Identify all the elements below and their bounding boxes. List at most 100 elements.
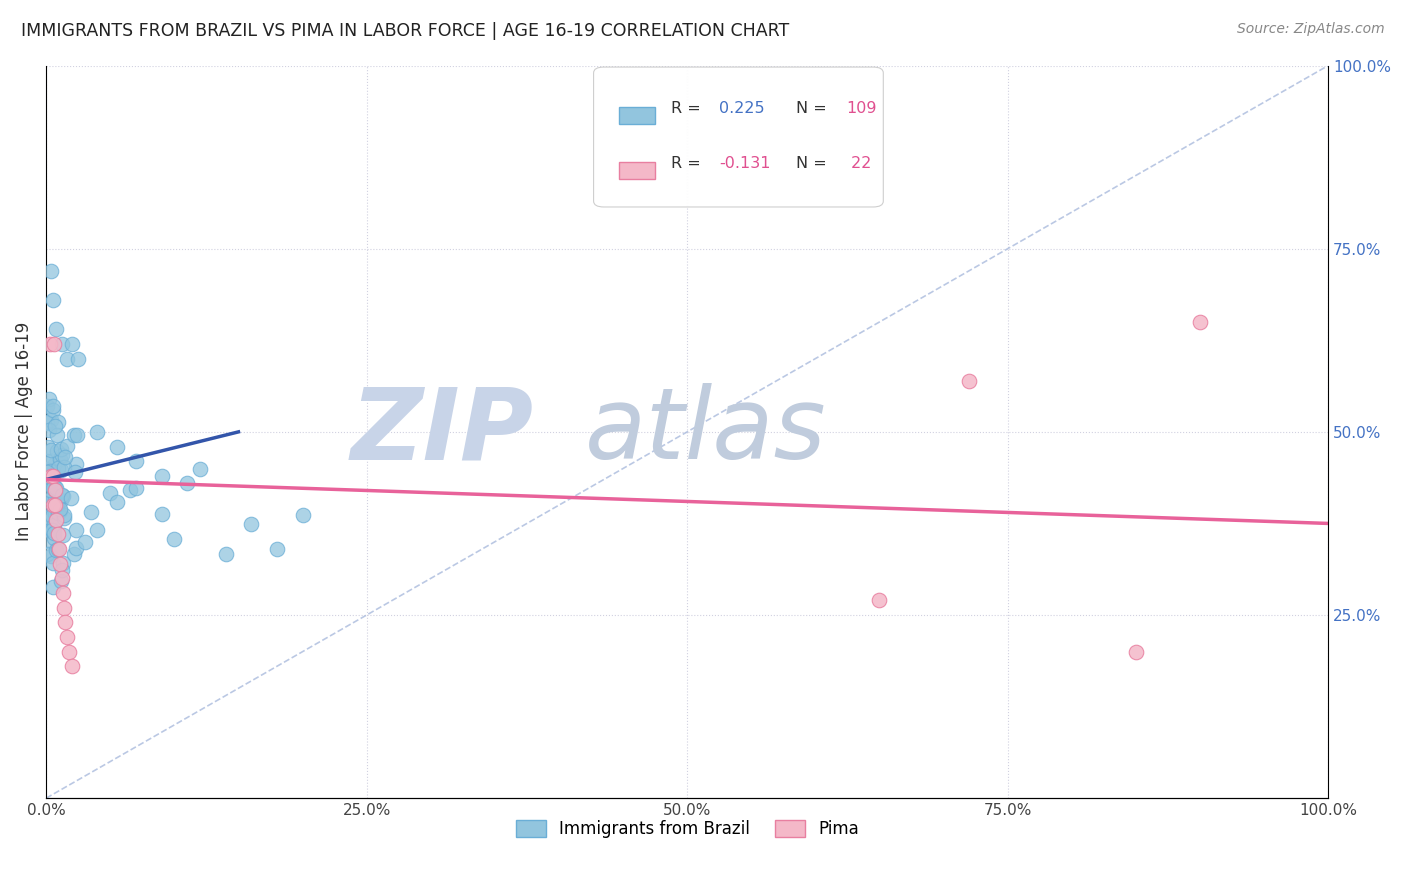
Point xyxy=(41,263,63,277)
Point xyxy=(73,534,96,549)
Point xyxy=(41,453,63,467)
Point xyxy=(46,461,69,475)
Point xyxy=(44,481,66,495)
Text: -0.131: -0.131 xyxy=(720,155,770,170)
Point xyxy=(48,503,70,517)
Point xyxy=(42,517,65,532)
Point xyxy=(60,491,83,505)
Point xyxy=(63,465,86,479)
Point xyxy=(53,450,76,464)
Point xyxy=(45,481,67,495)
Point xyxy=(55,630,77,644)
Point xyxy=(48,451,70,466)
Point xyxy=(65,457,87,471)
Point xyxy=(46,527,69,541)
FancyBboxPatch shape xyxy=(593,67,883,207)
Text: R =: R = xyxy=(671,101,706,116)
Legend: Immigrants from Brazil, Pima: Immigrants from Brazil, Pima xyxy=(509,814,866,845)
Point xyxy=(44,491,66,506)
Point xyxy=(52,489,75,503)
Point xyxy=(44,531,66,545)
Point xyxy=(45,322,67,336)
Point xyxy=(37,399,59,413)
Point xyxy=(51,574,73,589)
Text: 0.225: 0.225 xyxy=(720,101,765,116)
Point xyxy=(42,337,65,351)
Text: N =: N = xyxy=(796,155,832,170)
Point xyxy=(44,418,66,433)
Point xyxy=(62,428,84,442)
Point xyxy=(38,392,60,406)
Bar xyxy=(619,107,655,124)
Text: Source: ZipAtlas.com: Source: ZipAtlas.com xyxy=(1237,22,1385,37)
Point xyxy=(39,483,62,497)
Point xyxy=(49,557,72,571)
Point xyxy=(37,416,59,430)
Point xyxy=(150,468,173,483)
Text: IMMIGRANTS FROM BRAZIL VS PIMA IN LABOR FORCE | AGE 16-19 CORRELATION CHART: IMMIGRANTS FROM BRAZIL VS PIMA IN LABOR … xyxy=(21,22,789,40)
Point xyxy=(37,440,59,454)
Point xyxy=(51,463,73,477)
Point xyxy=(37,510,59,524)
Point xyxy=(215,547,238,561)
Point xyxy=(55,615,77,630)
Point xyxy=(45,497,67,511)
Bar xyxy=(619,161,655,179)
Point xyxy=(66,428,89,442)
Point xyxy=(41,468,63,483)
Point xyxy=(105,440,128,454)
Point xyxy=(67,351,90,366)
Point xyxy=(41,520,63,534)
Point xyxy=(53,508,76,522)
Point xyxy=(58,645,80,659)
Point xyxy=(49,492,72,507)
Point xyxy=(125,454,148,468)
Point xyxy=(44,498,66,512)
Point xyxy=(45,444,67,458)
Point xyxy=(86,523,108,537)
Point xyxy=(65,523,87,537)
Point xyxy=(176,476,198,491)
Point xyxy=(44,483,66,498)
Point xyxy=(37,465,59,479)
Point xyxy=(42,491,65,506)
Point xyxy=(37,454,59,468)
Y-axis label: In Labor Force | Age 16-19: In Labor Force | Age 16-19 xyxy=(15,322,32,541)
Point xyxy=(42,525,65,540)
Point xyxy=(46,541,69,556)
Point xyxy=(240,517,263,532)
Point xyxy=(48,542,70,557)
Point xyxy=(39,413,62,427)
Point xyxy=(55,351,77,366)
Point xyxy=(46,506,69,520)
Point xyxy=(52,556,75,570)
Point xyxy=(39,475,62,489)
Point xyxy=(46,415,69,429)
Point xyxy=(39,337,62,351)
Point xyxy=(39,476,62,491)
Point xyxy=(41,468,63,483)
Point xyxy=(51,571,73,585)
Point xyxy=(45,428,67,442)
Point xyxy=(188,462,211,476)
Point xyxy=(42,481,65,495)
Point xyxy=(45,543,67,558)
Point xyxy=(46,504,69,518)
Text: N =: N = xyxy=(796,101,832,116)
Point xyxy=(42,580,65,594)
Point xyxy=(51,488,73,502)
Point xyxy=(1125,645,1147,659)
Point xyxy=(37,468,59,483)
Point xyxy=(45,513,67,527)
Text: 109: 109 xyxy=(846,101,876,116)
Point xyxy=(42,502,65,516)
Point xyxy=(38,423,60,437)
Point xyxy=(37,533,59,548)
Point xyxy=(80,505,103,519)
Point xyxy=(42,556,65,570)
Point xyxy=(1188,315,1211,329)
Point xyxy=(39,514,62,528)
Point xyxy=(60,659,83,673)
Point xyxy=(869,593,891,607)
Point xyxy=(52,528,75,542)
